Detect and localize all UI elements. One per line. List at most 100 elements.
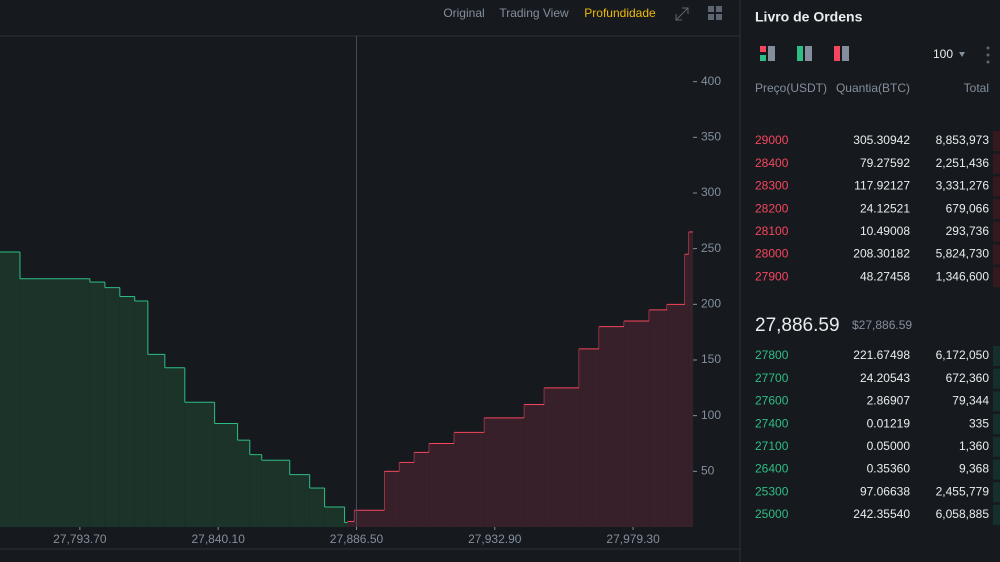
depth-step	[414, 452, 430, 527]
quantity: 305.30942	[853, 133, 910, 147]
view-asks-icon[interactable]	[834, 46, 849, 61]
depth-step	[667, 304, 685, 527]
tab[interactable]: Trading View	[499, 6, 569, 20]
depth-bar	[993, 346, 1000, 366]
dropdown-arrow[interactable]	[959, 52, 965, 57]
y-tick-label: 100	[701, 408, 721, 422]
depth-step	[399, 462, 415, 527]
view-both-icon[interactable]	[760, 46, 775, 61]
depth-bar	[993, 391, 1000, 412]
x-tick-label: 27,793.70	[53, 532, 107, 546]
depth-step	[19, 278, 90, 527]
total: 79,344	[952, 394, 989, 408]
total: 8,853,973	[936, 133, 990, 147]
depth-step	[429, 443, 455, 527]
x-tick-label: 27,979.30	[606, 532, 660, 546]
depth-step	[164, 367, 185, 527]
quantity: 0.01219	[867, 416, 911, 430]
x-tick-label: 27,886.50	[330, 532, 384, 546]
layout-icon[interactable]	[708, 6, 722, 20]
quantity: 24.12521	[860, 201, 910, 215]
price[interactable]: 28000	[755, 247, 789, 261]
x-tick-label: 27,932.90	[468, 532, 522, 546]
depth-step	[484, 417, 525, 527]
tab[interactable]: Original	[443, 6, 484, 20]
depth-step	[579, 348, 600, 527]
total: 672,360	[946, 371, 990, 385]
depth-step	[384, 471, 400, 527]
price[interactable]: 27400	[755, 416, 789, 430]
depth-step	[354, 510, 385, 527]
price[interactable]: 27900	[755, 269, 789, 283]
total: 5,824,730	[936, 247, 990, 261]
total: 6,058,885	[936, 507, 990, 521]
depth-step	[544, 387, 580, 527]
depth-step	[684, 254, 689, 527]
depth-step	[347, 521, 355, 527]
depth-step	[119, 296, 135, 527]
price[interactable]: 28300	[755, 179, 789, 193]
quantity: 97.06638	[860, 484, 910, 498]
column-header: Quantia(BTC)	[836, 81, 910, 95]
depth-step	[0, 251, 20, 527]
depth-step	[89, 282, 105, 527]
last-price-usd: $27,886.59	[852, 318, 912, 332]
y-tick-label: 50	[701, 464, 715, 478]
column-header: Total	[964, 81, 989, 95]
depth-select[interactable]: 100	[933, 47, 953, 61]
last-price: 27,886.59	[755, 315, 840, 336]
total: 293,736	[946, 224, 990, 238]
total: 335	[969, 416, 989, 430]
depth-bar	[993, 176, 1000, 197]
quantity: 10.49008	[860, 224, 910, 238]
total: 2,251,436	[936, 156, 990, 170]
price[interactable]: 28400	[755, 156, 789, 170]
quantity: 2.86907	[867, 394, 911, 408]
view-bids-icon[interactable]	[797, 46, 812, 61]
depth-step	[261, 460, 290, 527]
total: 6,172,050	[936, 348, 990, 362]
quantity: 242.35540	[853, 507, 910, 521]
tab-active[interactable]: Profundidade	[584, 6, 656, 20]
depth-step	[134, 300, 148, 527]
depth-bar	[993, 482, 1000, 503]
price[interactable]: 27600	[755, 394, 789, 408]
quantity: 117.92127	[854, 179, 910, 193]
depth-step	[147, 354, 165, 527]
price[interactable]: 28100	[755, 224, 789, 238]
depth-bar	[993, 199, 1000, 220]
price[interactable]: 29000	[755, 133, 789, 147]
price[interactable]: 26400	[755, 462, 789, 476]
price[interactable]: 28200	[755, 201, 789, 215]
total: 3,331,276	[936, 179, 990, 193]
quantity: 0.35360	[867, 462, 911, 476]
depth-step	[237, 440, 250, 527]
expand-icon[interactable]	[675, 7, 689, 21]
depth-step	[454, 432, 485, 527]
depth-step	[324, 506, 345, 527]
depth-step	[104, 287, 120, 527]
depth-bar	[993, 436, 1000, 457]
quantity: 79.27592	[860, 156, 910, 170]
more-icon[interactable]	[986, 46, 990, 64]
depth-bar	[993, 459, 1000, 480]
y-tick-label: 300	[701, 185, 721, 199]
depth-step	[649, 309, 668, 527]
price[interactable]: 25300	[755, 484, 789, 498]
depth-bar	[993, 131, 1000, 151]
price[interactable]: 27700	[755, 371, 789, 385]
quantity: 0.05000	[867, 439, 911, 453]
total: 2,455,779	[936, 484, 990, 498]
depth-step	[184, 402, 215, 527]
depth-bar	[993, 221, 1000, 242]
depth-step	[688, 231, 693, 527]
y-tick-label: 350	[701, 129, 721, 143]
depth-bar	[993, 368, 1000, 389]
y-tick-label: 200	[701, 296, 721, 310]
price[interactable]: 27100	[755, 439, 789, 453]
total: 9,368	[959, 462, 989, 476]
price[interactable]: 27800	[755, 348, 789, 362]
price[interactable]: 25000	[755, 507, 789, 521]
quantity: 221.67498	[853, 348, 910, 362]
